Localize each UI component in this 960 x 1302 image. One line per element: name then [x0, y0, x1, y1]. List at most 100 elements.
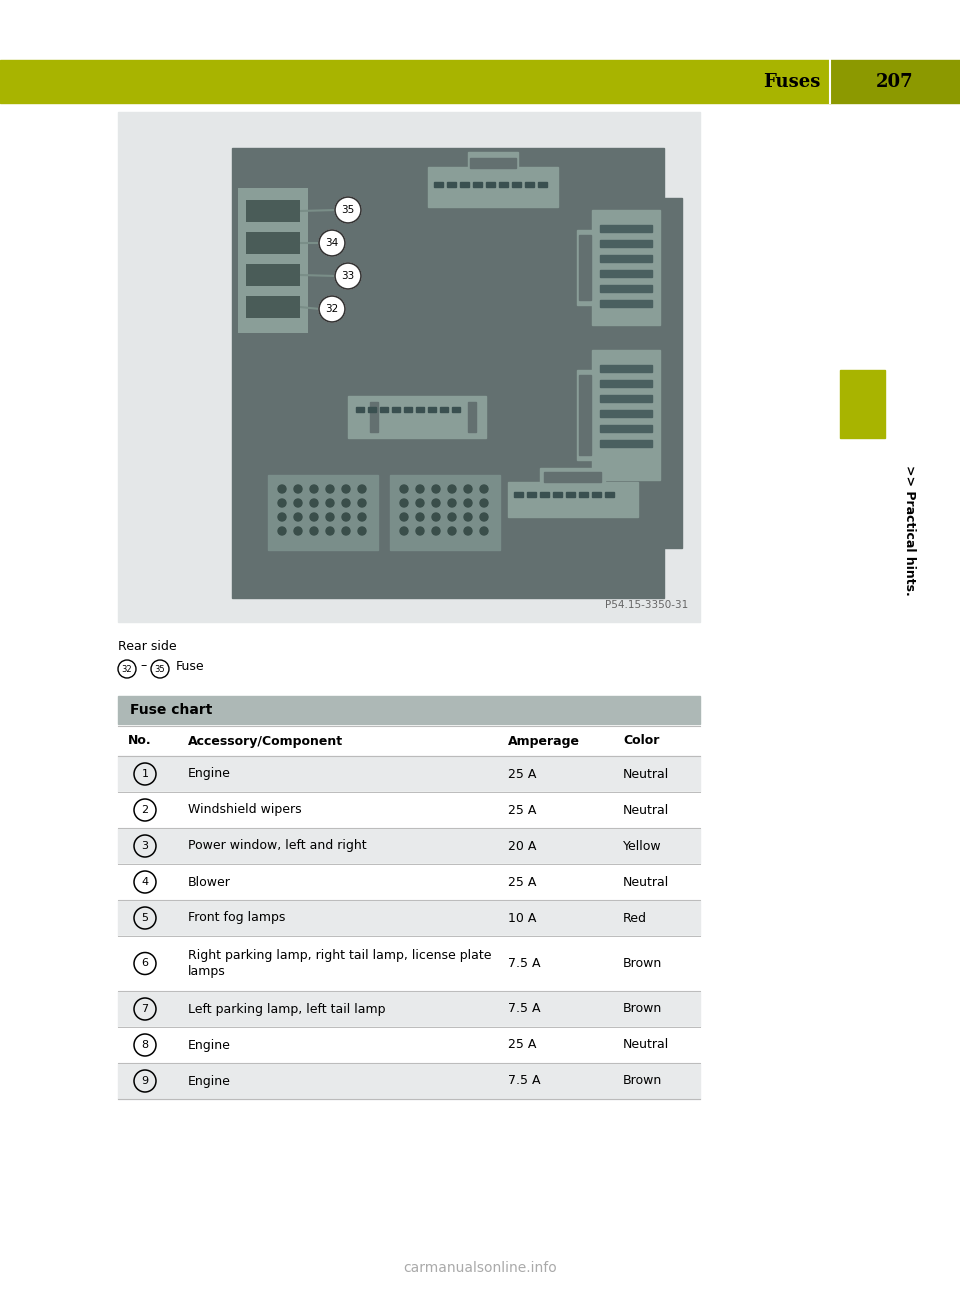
Bar — [118, 865, 700, 900]
Bar — [356, 408, 364, 411]
Circle shape — [358, 527, 366, 535]
Bar — [380, 408, 388, 411]
Text: >> Practical hints.: >> Practical hints. — [903, 465, 917, 595]
Text: carmanualsonline.info: carmanualsonline.info — [403, 1262, 557, 1275]
Bar — [579, 492, 588, 497]
Text: Rear side: Rear side — [118, 641, 177, 654]
Bar — [600, 240, 652, 247]
Circle shape — [278, 486, 286, 493]
Bar — [118, 112, 700, 622]
Text: Accessory/Component: Accessory/Component — [188, 734, 343, 747]
Bar — [664, 198, 682, 548]
Bar — [605, 492, 614, 497]
Bar — [600, 380, 652, 387]
Text: Fuse: Fuse — [176, 660, 204, 673]
Bar — [592, 492, 601, 497]
Text: Neutral: Neutral — [623, 803, 669, 816]
Bar — [538, 182, 547, 187]
Text: Windshield wipers: Windshield wipers — [188, 803, 301, 816]
Text: 7.5 A: 7.5 A — [508, 957, 540, 970]
Text: Neutral: Neutral — [623, 1039, 669, 1052]
Bar — [390, 475, 500, 549]
Bar — [416, 408, 424, 411]
Text: 4: 4 — [141, 878, 149, 887]
Bar — [440, 408, 448, 411]
Circle shape — [278, 499, 286, 506]
Text: Fuses: Fuses — [762, 73, 820, 91]
Bar — [486, 182, 495, 187]
Text: 207: 207 — [876, 73, 914, 91]
Bar — [246, 264, 300, 286]
Circle shape — [278, 513, 286, 521]
Bar — [118, 1027, 700, 1062]
Bar — [368, 408, 376, 411]
Text: Power window, left and right: Power window, left and right — [188, 840, 367, 853]
Bar — [600, 440, 652, 447]
Bar — [428, 167, 558, 207]
Circle shape — [326, 486, 334, 493]
Circle shape — [480, 486, 488, 493]
Text: Brown: Brown — [623, 1003, 662, 1016]
Circle shape — [400, 527, 408, 535]
Bar — [468, 402, 476, 432]
Bar — [238, 187, 308, 333]
Bar — [246, 201, 300, 223]
Bar — [232, 148, 664, 598]
Bar — [592, 210, 660, 326]
Circle shape — [342, 499, 350, 506]
Circle shape — [319, 296, 345, 322]
Circle shape — [342, 513, 350, 521]
Text: 1: 1 — [141, 769, 149, 779]
Circle shape — [416, 513, 424, 521]
Bar — [392, 408, 400, 411]
Circle shape — [294, 499, 302, 506]
Text: Left parking lamp, left tail lamp: Left parking lamp, left tail lamp — [188, 1003, 386, 1016]
Bar — [830, 60, 960, 103]
Bar — [468, 152, 518, 171]
Text: Amperage: Amperage — [508, 734, 580, 747]
Circle shape — [432, 499, 440, 506]
Bar — [600, 299, 652, 307]
Text: 25 A: 25 A — [508, 803, 537, 816]
Text: 5: 5 — [141, 913, 149, 923]
Bar — [600, 285, 652, 292]
Circle shape — [400, 513, 408, 521]
Text: 25 A: 25 A — [508, 767, 537, 780]
Bar — [118, 792, 700, 828]
Circle shape — [342, 486, 350, 493]
Bar — [428, 408, 436, 411]
Text: 33: 33 — [342, 271, 354, 281]
Text: Engine: Engine — [188, 1074, 230, 1087]
Circle shape — [358, 499, 366, 506]
Circle shape — [432, 513, 440, 521]
Circle shape — [448, 513, 456, 521]
Bar — [452, 408, 460, 411]
Bar — [370, 402, 378, 432]
Text: 34: 34 — [325, 238, 339, 247]
Circle shape — [480, 499, 488, 506]
Bar — [118, 991, 700, 1027]
Text: 7.5 A: 7.5 A — [508, 1074, 540, 1087]
Text: 32: 32 — [325, 303, 339, 314]
Bar — [508, 482, 638, 517]
Bar — [512, 182, 521, 187]
Text: Blower: Blower — [188, 875, 230, 888]
Bar — [118, 936, 700, 991]
Circle shape — [432, 486, 440, 493]
Bar — [579, 375, 591, 454]
Circle shape — [358, 486, 366, 493]
Circle shape — [448, 486, 456, 493]
Bar — [118, 727, 700, 756]
Text: Engine: Engine — [188, 1039, 230, 1052]
Circle shape — [400, 486, 408, 493]
Bar — [118, 697, 700, 724]
Text: 35: 35 — [155, 664, 165, 673]
Circle shape — [416, 499, 424, 506]
Text: 10 A: 10 A — [508, 911, 537, 924]
Text: 9: 9 — [141, 1075, 149, 1086]
Bar — [553, 492, 562, 497]
Text: 32: 32 — [122, 664, 132, 673]
Circle shape — [464, 527, 472, 535]
Circle shape — [448, 527, 456, 535]
Bar — [592, 350, 660, 480]
